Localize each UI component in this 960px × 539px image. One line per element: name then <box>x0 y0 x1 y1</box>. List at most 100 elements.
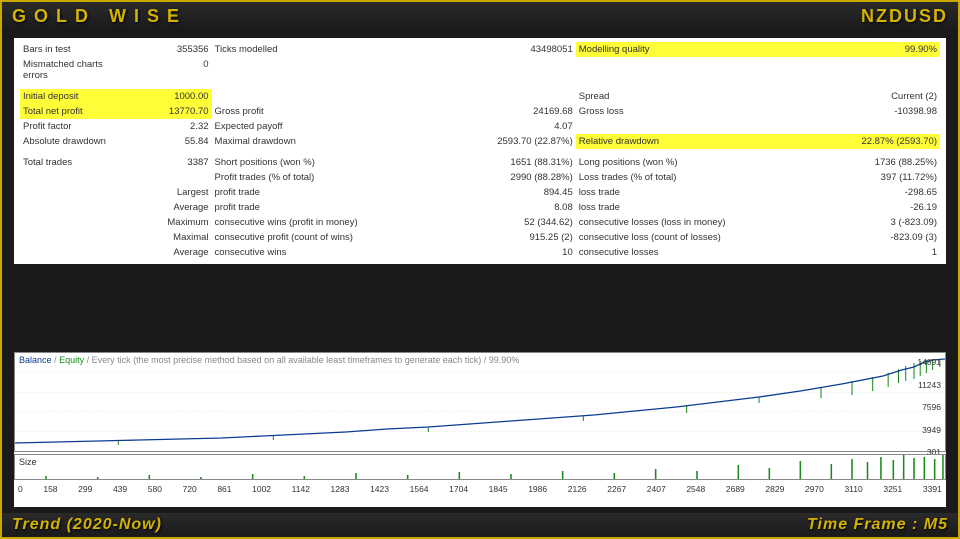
value-acw: 10 <box>441 245 576 260</box>
value-ptrades: 2990 (88.28%) <box>441 170 576 185</box>
value-bars: 355356 <box>131 42 212 57</box>
label-clc: consecutive loss (count of losses) <box>576 230 805 245</box>
x-tick: 2829 <box>765 484 784 500</box>
header: GOLD WISE NZDUSD <box>2 2 958 30</box>
label-maximal: Maximal <box>131 230 212 245</box>
chart-legend: Balance / Equity / Every tick (the most … <box>19 355 519 365</box>
label-gross: Gross profit <box>212 104 441 119</box>
x-tick: 2407 <box>647 484 666 500</box>
label-deposit: Initial deposit <box>20 89 131 104</box>
x-tick: 2970 <box>805 484 824 500</box>
label-absdd: Absolute drawdown <box>20 134 131 149</box>
value-cl: 3 (-823.09) <box>805 215 940 230</box>
y-tick: 3949 <box>922 425 941 435</box>
label-avgc: Average <box>131 245 212 260</box>
y-tick: 11243 <box>918 380 941 390</box>
table-row: Initial deposit 1000.00 Spread Current (… <box>20 89 940 104</box>
x-tick: 1283 <box>331 484 350 500</box>
x-tick: 1002 <box>252 484 271 500</box>
table-row: Profit trades (% of total) 2990 (88.28%)… <box>20 170 940 185</box>
value-apt: 8.08 <box>441 200 576 215</box>
size-label: Size <box>19 457 37 467</box>
x-tick: 1704 <box>449 484 468 500</box>
label-ptrades: Profit trades (% of total) <box>212 170 441 185</box>
table-row: Total net profit 13770.70 Gross profit 2… <box>20 104 940 119</box>
legend-method: Every tick (the most precise method base… <box>92 355 520 365</box>
table-row: Average profit trade 8.08 loss trade -26… <box>20 200 940 215</box>
table-row: Mismatched charts errors 0 <box>20 57 940 83</box>
x-tick: 580 <box>148 484 162 500</box>
value-llt: -298.65 <box>805 185 940 200</box>
y-tick: 14891 <box>917 357 941 367</box>
x-tick: 2548 <box>686 484 705 500</box>
label-ticks: Ticks modelled <box>212 42 441 57</box>
value-trades: 3387 <box>131 155 212 170</box>
footer-timeframe: Time Frame : M5 <box>807 516 948 534</box>
label-payoff: Expected payoff <box>212 119 441 134</box>
legend-equity: Equity <box>59 355 84 365</box>
label-bars: Bars in test <box>20 42 131 57</box>
value-loss: -10398.98 <box>805 104 940 119</box>
value-acl: 1 <box>805 245 940 260</box>
x-tick: 0 <box>18 484 23 500</box>
value-short: 1651 (88.31%) <box>441 155 576 170</box>
label-pf: Profit factor <box>20 119 131 134</box>
value-spread: Current (2) <box>805 89 940 104</box>
value-payoff: 4.07 <box>441 119 576 134</box>
table-row: Bars in test 355356 Ticks modelled 43498… <box>20 42 940 57</box>
label-avg: Average <box>131 200 212 215</box>
label-netprofit: Total net profit <box>20 104 131 119</box>
label-acw: consecutive wins <box>212 245 441 260</box>
label-cl: consecutive losses (loss in money) <box>576 215 805 230</box>
label-spread: Spread <box>576 89 805 104</box>
x-tick: 2267 <box>607 484 626 500</box>
table-row: Average consecutive wins 10 consecutive … <box>20 245 940 260</box>
x-axis: 0158299439580720861100211421283142315641… <box>14 482 946 502</box>
footer: Trend (2020-Now) Time Frame : M5 <box>2 513 958 537</box>
value-cw: 52 (344.62) <box>441 215 576 230</box>
x-tick: 1845 <box>489 484 508 500</box>
value-pf: 2.32 <box>131 119 212 134</box>
currency-pair: NZDUSD <box>861 6 948 27</box>
value-ticks: 43498051 <box>441 42 576 57</box>
x-tick: 299 <box>78 484 92 500</box>
x-tick: 1142 <box>292 484 310 500</box>
table-row: Profit factor 2.32 Expected payoff 4.07 <box>20 119 940 134</box>
label-acl: consecutive losses <box>576 245 805 260</box>
label-trades: Total trades <box>20 155 131 170</box>
label-short: Short positions (won %) <box>212 155 441 170</box>
label-ltrades: Loss trades (% of total) <box>576 170 805 185</box>
strategy-report: Bars in test 355356 Ticks modelled 43498… <box>14 38 946 264</box>
legend-balance: Balance <box>19 355 52 365</box>
table-row: Total trades 3387 Short positions (won %… <box>20 155 940 170</box>
label-quality: Modelling quality <box>576 42 805 57</box>
value-lpt: 894.45 <box>441 185 576 200</box>
chart-area: Balance / Equity / Every tick (the most … <box>14 352 946 507</box>
label-long: Long positions (won %) <box>576 155 805 170</box>
x-tick: 720 <box>183 484 197 500</box>
table-row: Absolute drawdown 55.84 Maximal drawdown… <box>20 134 940 149</box>
table-row: Maximum consecutive wins (profit in mone… <box>20 215 940 230</box>
label-reldd: Relative drawdown <box>576 134 805 149</box>
x-tick: 3391 <box>923 484 942 500</box>
table-row: Largest profit trade 894.45 loss trade -… <box>20 185 940 200</box>
value-long: 1736 (88.25%) <box>805 155 940 170</box>
x-tick: 2689 <box>726 484 745 500</box>
x-tick: 439 <box>113 484 127 500</box>
value-alt: -26.19 <box>805 200 940 215</box>
value-deposit: 1000.00 <box>131 89 212 104</box>
footer-trend: Trend (2020-Now) <box>12 516 162 534</box>
label-max: Maximum <box>131 215 212 230</box>
label-lpt: profit trade <box>212 185 441 200</box>
value-absdd: 55.84 <box>131 134 212 149</box>
size-chart: Size <box>14 454 946 480</box>
x-tick: 3251 <box>883 484 902 500</box>
y-tick: 7596 <box>922 402 941 412</box>
x-tick: 861 <box>217 484 231 500</box>
label-cp: consecutive profit (count of wins) <box>212 230 441 245</box>
x-tick: 1423 <box>370 484 389 500</box>
label-largest: Largest <box>131 185 212 200</box>
value-reldd: 22.87% (2593.70) <box>805 134 940 149</box>
x-tick: 1564 <box>410 484 429 500</box>
balance-chart: Balance / Equity / Every tick (the most … <box>14 352 946 452</box>
